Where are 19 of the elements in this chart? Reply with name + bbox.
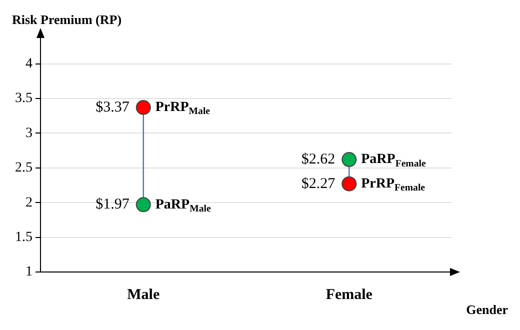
y-tick-label: 2	[26, 195, 32, 210]
point	[342, 176, 357, 192]
y-axis-title: Risk Premium (RP)	[12, 12, 122, 27]
x-tick-label: Female	[326, 286, 373, 303]
y-tick-label: 4	[26, 56, 32, 72]
y-tick-label: 2.5	[15, 160, 32, 176]
data-label: $1.97	[96, 196, 130, 213]
data-label: $2.27	[301, 176, 336, 192]
point	[136, 197, 151, 212]
y-tick-label: 3	[26, 126, 32, 141]
y-tick-label: 1	[26, 264, 32, 280]
point	[342, 152, 357, 168]
y-tick-label: 3.5	[15, 91, 32, 106]
data-label: $2.62	[301, 151, 336, 168]
y-tick-label: 1.5	[15, 230, 32, 245]
x-tick-label: Male	[127, 286, 160, 303]
x-axis-title: Gender	[466, 302, 508, 317]
point	[136, 100, 151, 115]
data-label: $3.37	[96, 99, 130, 116]
